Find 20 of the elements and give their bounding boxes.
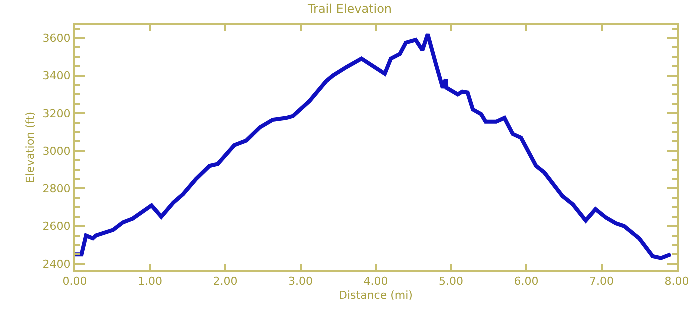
chart-title: Trail Elevation (306, 2, 392, 16)
x-tick-label: 7.00 (590, 275, 614, 288)
x-tick-label: 3.00 (288, 275, 313, 288)
y-tick-label: 2800 (42, 182, 71, 196)
y-tick-label: 3600 (42, 32, 71, 46)
x-tick-label: 1.00 (138, 275, 162, 288)
y-tick-label: 2600 (42, 220, 71, 234)
y-tick-label: 3200 (42, 107, 71, 120)
x-tick-label: 5.00 (439, 275, 464, 288)
y-tick-label: 3400 (42, 70, 71, 83)
y-tick-label: 2400 (42, 258, 71, 271)
line-series (75, 32, 673, 260)
x-tick-label: 6.00 (514, 275, 539, 288)
x-tick-label: 2.00 (213, 275, 238, 288)
x-tick-label: 8.00 (664, 275, 690, 288)
x-tick-label: 0.00 (62, 275, 88, 288)
x-axis-title: Distance (mi) (339, 288, 413, 302)
y-tick-label: 3000 (42, 144, 71, 158)
x-tick-label: 4.00 (364, 275, 388, 288)
y-axis-title: Elevation (ft) (24, 112, 37, 184)
